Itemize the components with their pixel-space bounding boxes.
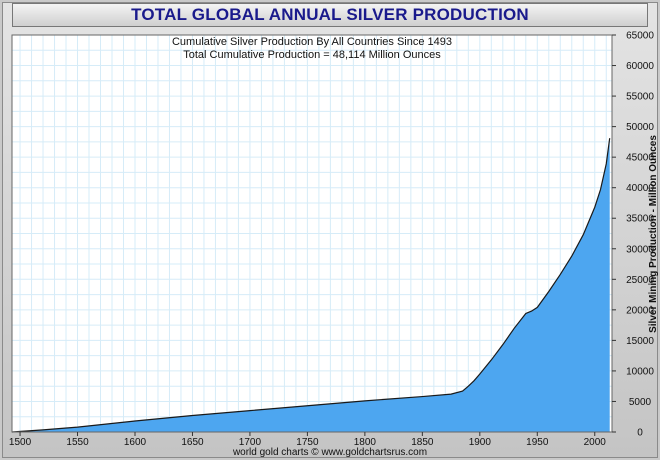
x-tick-label: 1500 [9, 437, 32, 448]
y-tick-label: 0 [637, 428, 643, 439]
x-tick-label: 1900 [469, 437, 492, 448]
y-tick-label: 10000 [626, 366, 654, 377]
chart-title: TOTAL GLOBAL ANNUAL SILVER PRODUCTION [131, 5, 529, 24]
x-tick-label: 1800 [354, 437, 377, 448]
y-tick-label: 20000 [626, 305, 654, 316]
y-tick-label: 30000 [626, 244, 654, 255]
y-axis-label: Silver Mining Production - Million Ounce… [648, 135, 659, 333]
series-area [12, 138, 610, 432]
y-tick-label: 45000 [626, 153, 654, 164]
y-tick-label: 65000 [626, 31, 654, 42]
y-tick-label: 50000 [626, 122, 654, 133]
y-tick-label: 40000 [626, 183, 654, 194]
x-tick-label: 1850 [411, 437, 434, 448]
series-line [11, 138, 611, 433]
x-tick-label: 2000 [584, 437, 607, 448]
plot-border [11, 34, 613, 433]
chart-subtitle: Cumulative Silver Production By All Coun… [172, 36, 452, 48]
y-tick-label: 35000 [626, 214, 654, 225]
x-axis: 1500 1550 1600 1650 1700 1750 1800 1850 1900 1950… [9, 432, 606, 448]
title-banner: TOTAL GLOBAL ANNUAL SILVER PRODUCTION [12, 3, 648, 27]
y-tick-label: 55000 [626, 92, 654, 103]
y-tick-label: 60000 [626, 61, 654, 72]
chart-annotation: Total Cumulative Production = 48,114 Mil… [183, 49, 441, 61]
x-tick-label: 1600 [124, 437, 147, 448]
x-tick-label: 1750 [296, 437, 319, 448]
x-tick-label: 1650 [181, 437, 204, 448]
x-tick-label: 1550 [66, 437, 89, 448]
y-axis: 0 5000 10000 15000 20000 25000 30000 35000 40000… [612, 31, 654, 439]
x-tick-label: 1950 [526, 437, 549, 448]
footer-credit: world gold charts © www.goldchartsrus.co… [232, 447, 427, 458]
y-tick-label: 15000 [626, 336, 654, 347]
x-tick-label: 1700 [239, 437, 262, 448]
y-tick-label: 25000 [626, 275, 654, 286]
y-tick-label: 5000 [629, 397, 652, 408]
